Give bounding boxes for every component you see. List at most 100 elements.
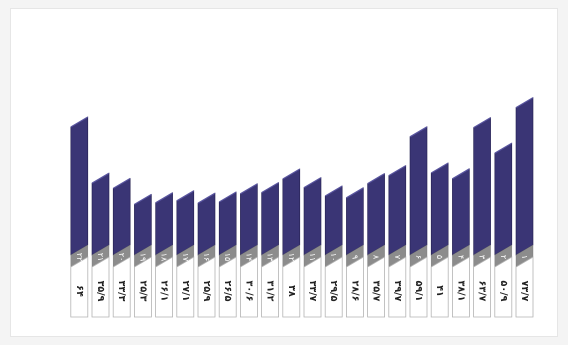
value-box-5 — [430, 256, 449, 318]
bar-22 — [70, 116, 89, 256]
category-label-12: ۱۲ — [287, 253, 296, 262]
value-box-18 — [155, 256, 174, 318]
category-label-13: ۱۳ — [266, 253, 275, 262]
category-label-19: ۱۹ — [138, 253, 147, 262]
category-label-20: ۲۰ — [117, 253, 126, 262]
value-box-1 — [515, 256, 534, 318]
category-label-11: ۱۱ — [308, 253, 317, 262]
bar-top-8 — [367, 173, 385, 185]
value-box-10 — [324, 256, 343, 318]
value-box-3 — [473, 256, 492, 318]
value-label-14: ۳۰/۶ — [243, 281, 254, 302]
value-box-20 — [112, 256, 131, 318]
value-box-15 — [218, 256, 237, 318]
value-box-4 — [451, 256, 470, 318]
value-label-15: ۲۶/۵ — [222, 281, 233, 302]
value-box-22 — [70, 256, 89, 318]
bar-10 — [324, 185, 343, 256]
category-label-21: ۲۱ — [96, 253, 105, 262]
value-box-6 — [409, 256, 428, 318]
category-label-8: ۸ — [372, 255, 381, 260]
value-label-17: ۲۷/۱ — [180, 281, 191, 302]
bar-top-1 — [515, 97, 534, 109]
value-label-18: ۲۶/۱ — [159, 281, 170, 302]
bar-9 — [346, 187, 364, 256]
value-label-20: ۳۳/۳ — [116, 281, 127, 302]
value-box-9 — [345, 256, 364, 318]
bar-top-18 — [155, 192, 173, 204]
value-box-21 — [91, 256, 110, 318]
bar-top-22 — [70, 116, 89, 128]
labels-group: ۱ ۷۳/۷ ۲ ۵۰/۹ ۳ ۶۳/۷ ۴ ۳۸/۱ ۵ ۴۱ ۶ ۵۹/۱ ۷ ۳۹/۷ ۸ ۳۵/۷ ۹ ۲… — [70, 244, 534, 318]
bar-16 — [197, 192, 216, 256]
bar-18 — [155, 192, 173, 256]
value-label-13: ۳۱/۲ — [265, 281, 276, 302]
bar-top-3 — [473, 117, 491, 129]
bar-top-6 — [409, 126, 428, 138]
value-box-11 — [303, 256, 322, 318]
value-label-7: ۳۹/۷ — [392, 281, 403, 302]
bar-8 — [367, 173, 385, 256]
bar-chart: ۱ ۷۳/۷ ۲ ۵۰/۹ ۳ ۶۳/۷ ۴ ۳۸/۱ ۵ ۴۱ ۶ ۵۹/۱ ۷ ۳۹/۷ ۸ ۳۵/۷ ۹ ۲… — [70, 97, 534, 318]
bar-15 — [218, 191, 237, 256]
bar-top-13 — [261, 182, 279, 194]
bar-1 — [515, 97, 534, 256]
category-label-4: ۴ — [456, 255, 465, 259]
bar-7 — [388, 165, 407, 256]
bar-4 — [452, 168, 470, 256]
bar-top-21 — [91, 172, 110, 184]
value-label-22: ۶۴ — [74, 285, 85, 297]
value-label-16: ۲۵/۹ — [201, 281, 212, 302]
value-label-19: ۲۵/۳ — [137, 281, 148, 302]
category-label-3: ۳ — [478, 255, 487, 260]
value-box-7 — [388, 256, 407, 318]
category-label-16: ۱۶ — [202, 253, 211, 262]
value-box-14 — [239, 256, 258, 318]
bar-17 — [176, 190, 195, 256]
value-label-4: ۳۸/۱ — [455, 281, 466, 302]
bar-20 — [112, 177, 131, 256]
bar-top-5 — [430, 162, 449, 174]
value-label-2: ۵۰/۹ — [498, 281, 509, 302]
bars-group — [70, 97, 534, 256]
value-box-19 — [134, 256, 152, 318]
value-label-6: ۵۹/۱ — [413, 281, 424, 302]
category-label-2: ۲ — [499, 255, 508, 259]
value-label-8: ۳۵/۷ — [371, 281, 382, 302]
bar-top-2 — [494, 142, 513, 154]
chart-frame: ۱ ۷۳/۷ ۲ ۵۰/۹ ۳ ۶۳/۷ ۴ ۳۸/۱ ۵ ۴۱ ۶ ۵۹/۱ ۷ ۳۹/۷ ۸ ۳۵/۷ ۹ ۲… — [10, 8, 558, 337]
bar-6 — [409, 126, 428, 256]
category-label-5: ۵ — [435, 255, 444, 259]
category-label-9: ۹ — [350, 255, 359, 259]
bar-top-16 — [197, 192, 216, 204]
value-label-11: ۳۳/۷ — [307, 281, 318, 302]
bar-2 — [494, 142, 513, 256]
value-box-13 — [261, 256, 280, 318]
bar-top-19 — [134, 193, 152, 205]
bar-top-11 — [303, 177, 322, 189]
value-box-8 — [367, 256, 386, 318]
bar-21 — [91, 172, 110, 256]
value-label-9: ۲۸/۶ — [349, 281, 360, 302]
bar-13 — [261, 182, 279, 256]
bar-11 — [303, 177, 322, 256]
value-label-12: ۳۸ — [286, 285, 297, 297]
bar-14 — [240, 183, 258, 256]
value-label-3: ۶۳/۷ — [477, 281, 488, 302]
bar-top-17 — [176, 190, 195, 202]
category-label-7: ۷ — [393, 255, 402, 260]
bar-3 — [473, 117, 491, 256]
bar-5 — [430, 162, 449, 256]
category-label-1: ۱ — [520, 255, 529, 259]
category-label-18: ۱۸ — [160, 253, 169, 262]
category-label-17: ۱۷ — [181, 253, 190, 262]
bar-top-7 — [388, 165, 407, 177]
value-box-2 — [494, 256, 513, 318]
bar-top-15 — [218, 191, 237, 203]
bar-top-20 — [112, 177, 131, 189]
bar-top-10 — [324, 185, 343, 197]
category-label-15: ۱۵ — [223, 253, 232, 262]
bar-12 — [282, 168, 301, 256]
bar-top-4 — [452, 168, 470, 180]
bar-top-12 — [282, 168, 301, 180]
